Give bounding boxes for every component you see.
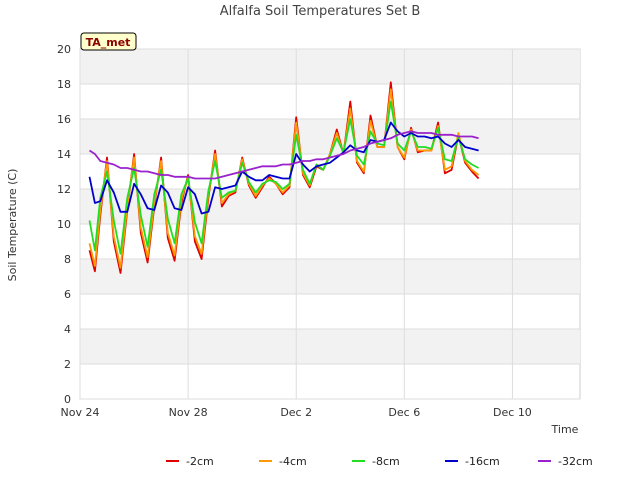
legend-item: -2cm <box>166 455 214 468</box>
y-tick-label: 8 <box>64 253 71 266</box>
station-label: TA_met <box>86 36 131 49</box>
chart-title: Alfalfa Soil Temperatures Set B <box>220 4 421 19</box>
x-axis-ticks: Nov 24 Nov 28 Dec 2 Dec 6 Dec 10 <box>61 406 532 419</box>
x-tick-label: Nov 24 <box>61 406 100 419</box>
grid-band <box>80 119 580 154</box>
legend-label: -2cm <box>186 455 214 468</box>
legend-item: -32cm <box>538 455 593 468</box>
legend-item: -8cm <box>352 455 400 468</box>
x-tick-label: Dec 6 <box>388 406 420 419</box>
y-axis-ticks: 0 2 4 6 8 10 12 14 16 18 20 <box>57 43 71 406</box>
y-tick-label: 2 <box>64 358 71 371</box>
y-tick-label: 12 <box>57 183 71 196</box>
y-tick-label: 4 <box>64 323 71 336</box>
legend-label: -4cm <box>279 455 307 468</box>
grid-band <box>80 49 580 84</box>
legend-label: -16cm <box>465 455 500 468</box>
y-axis-label: Soil Temperature (C) <box>6 169 19 282</box>
x-tick-label: Dec 2 <box>280 406 312 419</box>
series-lines <box>88 81 480 274</box>
y-tick-label: 14 <box>57 148 71 161</box>
x-axis-label: Time <box>551 423 579 436</box>
y-tick-label: 16 <box>57 113 71 126</box>
y-tick-label: 0 <box>64 393 71 406</box>
y-tick-label: 18 <box>57 78 71 91</box>
x-tick-label: Dec 10 <box>493 406 532 419</box>
series-line-16cm <box>88 121 479 215</box>
x-tick-label: Nov 28 <box>169 406 208 419</box>
legend-item: -4cm <box>259 455 307 468</box>
series-line-32cm <box>89 130 479 180</box>
legend-label: -32cm <box>558 455 593 468</box>
y-tick-label: 20 <box>57 43 71 56</box>
y-tick-label: 6 <box>64 288 71 301</box>
grid-band <box>80 259 580 294</box>
grid <box>79 48 580 400</box>
y-tick-label: 10 <box>57 218 71 231</box>
series-line-8cm <box>88 100 480 255</box>
legend-item: -16cm <box>445 455 500 468</box>
station-badge: TA_met <box>80 32 137 51</box>
grid-band <box>80 329 580 364</box>
legend: -2cm -4cm -8cm -16cm -32cm <box>166 455 593 468</box>
legend-label: -8cm <box>372 455 400 468</box>
